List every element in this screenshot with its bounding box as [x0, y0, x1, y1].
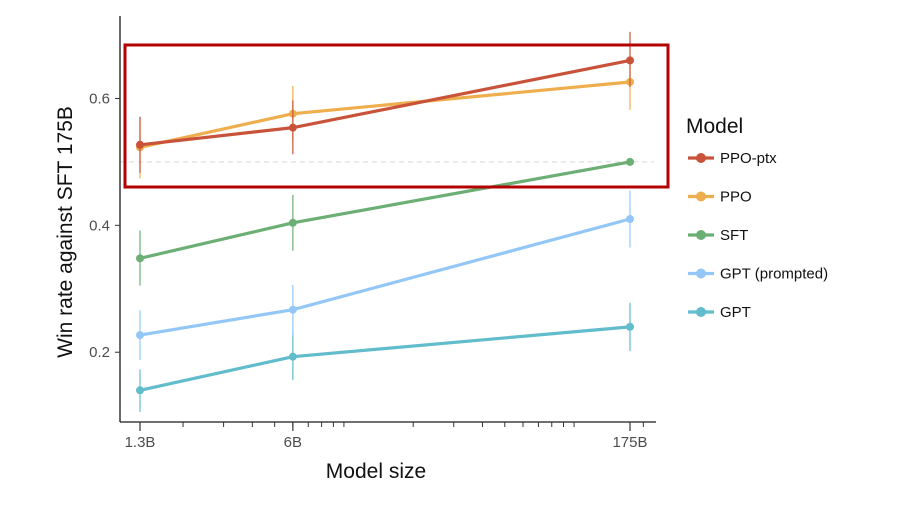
- y-tick-label: 0.4: [89, 217, 110, 234]
- legend-item-gpt: GPT: [688, 304, 751, 321]
- legend-label: GPT: [720, 304, 751, 321]
- data-point: [136, 254, 144, 263]
- y-tick-label: 0.6: [89, 90, 110, 107]
- x-axis-title: Model size: [326, 460, 426, 483]
- legend-item-sft: SFT: [688, 227, 748, 244]
- series-line: [138, 325, 632, 392]
- x-tick-label: 6B: [284, 434, 302, 451]
- legend-label: PPO-ptx: [720, 150, 777, 167]
- series-gpt: [136, 302, 634, 412]
- data-point: [136, 140, 144, 149]
- data-point: [288, 218, 297, 227]
- series-sft: [136, 157, 634, 286]
- legend-label: SFT: [720, 227, 748, 244]
- legend-swatch-point: [696, 153, 706, 163]
- legend: Model PPO-ptx PPO SFT GPT (prompted) GPT: [686, 115, 828, 321]
- legend-title: Model: [686, 115, 743, 138]
- y-tick-label: 0.2: [89, 344, 110, 361]
- x-tick-label: 1.3B: [125, 434, 156, 451]
- data-point: [626, 157, 634, 166]
- axes: 0.2 0.4 0.6 1.3B 6B 175B: [89, 16, 656, 451]
- series-ppo-ptx: [136, 31, 634, 173]
- legend-item-ppo-ptx: PPO-ptx: [688, 150, 777, 167]
- legend-item-gpt-prompted: GPT (prompted): [688, 266, 828, 283]
- series-gpt-prompted: [136, 190, 634, 360]
- data-point: [626, 322, 634, 331]
- y-axis-title: Win rate against SFT 175B: [54, 106, 77, 358]
- data-point: [626, 56, 634, 65]
- data-point: [288, 352, 297, 361]
- legend-swatch-point: [696, 230, 706, 240]
- legend-swatch-point: [696, 191, 706, 202]
- legend-swatch-point: [696, 307, 706, 317]
- legend-swatch-point: [696, 268, 706, 279]
- series-line: [138, 160, 632, 260]
- data-point: [626, 215, 634, 223]
- legend-label: PPO: [720, 189, 752, 206]
- data-point: [136, 331, 144, 340]
- series-line: [138, 217, 632, 337]
- data-point: [288, 123, 297, 132]
- legend-item-ppo: PPO: [688, 189, 752, 206]
- data-point: [288, 305, 297, 314]
- highlight-box: [123, 43, 670, 189]
- legend-label: GPT (prompted): [720, 266, 828, 283]
- data-point: [136, 386, 144, 395]
- x-tick-label: 175B: [612, 434, 647, 451]
